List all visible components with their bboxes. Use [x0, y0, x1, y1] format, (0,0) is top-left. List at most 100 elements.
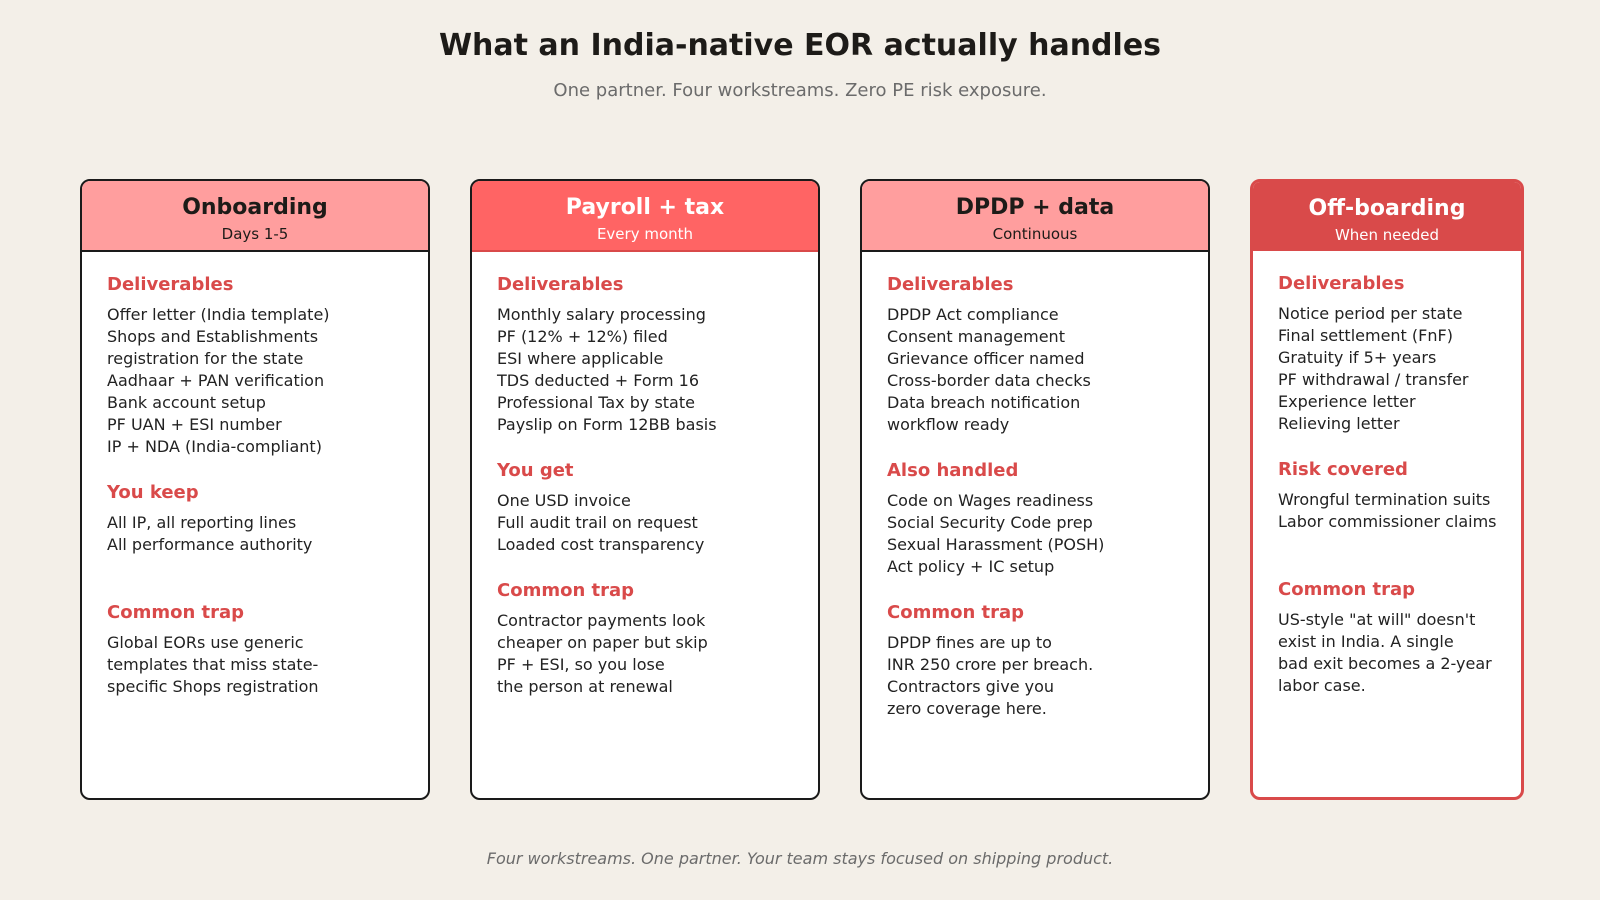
section-heading: Deliverables [1278, 273, 1405, 294]
section-items: Monthly salary processing PF (12% + 12%) … [497, 304, 818, 436]
section-items: Code on Wages readiness Social Security C… [887, 490, 1208, 578]
item-line: Relieving letter [1278, 414, 1400, 433]
item-line: Consent management [887, 327, 1065, 346]
section-items: Offer letter (India template) Shops and E… [107, 304, 428, 458]
item-line: Wrongful termination suits [1278, 490, 1491, 509]
item-line: Shops and Establishments [107, 327, 319, 346]
card-title: Off-boarding [1308, 196, 1466, 221]
item-line: the person at renewal [497, 677, 673, 696]
item-line: Contractors give you [887, 677, 1055, 696]
section-heading: Common trap [497, 580, 635, 601]
card-subtitle: Every month [596, 225, 694, 243]
card-subtitle: Days 1-5 [221, 225, 289, 243]
item-line: All IP, all reporting lines [107, 513, 297, 532]
card-subtitle: Continuous [992, 225, 1078, 243]
item-line: Experience letter [1278, 392, 1416, 411]
item-line: Bank account setup [107, 393, 266, 412]
card: Onboarding Days 1-5 Deliverables Offer lett… [80, 179, 430, 800]
card-body: Deliverables DPDP Act compliance Consent m… [862, 252, 1208, 720]
section-heading: You get [497, 460, 574, 481]
section-heading: Deliverables [497, 274, 624, 295]
section-heading: Common trap [1278, 579, 1416, 600]
card-header: Onboarding Days 1-5 [82, 181, 428, 252]
section-items: One USD invoice Full audit trail on reque… [497, 490, 818, 556]
card-title: Payroll + tax [565, 195, 725, 220]
item-line: bad exit becomes a 2-year [1278, 654, 1492, 673]
item-line: registration for the state [107, 349, 304, 368]
item-line: DPDP fines are up to [887, 633, 1052, 652]
item-line: Act policy + IC setup [887, 557, 1055, 576]
card-header: DPDP + data Continuous [862, 181, 1208, 252]
section-heading: Risk covered [1278, 459, 1408, 480]
item-line: IP + NDA (India-compliant) [107, 437, 322, 456]
item-line: labor case. [1278, 676, 1366, 695]
section-items: Notice period per state Final settlement … [1278, 303, 1521, 435]
item-line: Monthly salary processing [497, 305, 706, 324]
section-items: Wrongful termination suits Labor commissi… [1278, 489, 1521, 555]
item-line: Contractor payments look [497, 611, 706, 630]
card-body: Deliverables Offer letter (India template… [82, 252, 428, 698]
item-line: PF UAN + ESI number [107, 415, 282, 434]
item-line: US-style "at will" doesn't [1278, 610, 1476, 629]
item-line: Code on Wages readiness [887, 491, 1094, 510]
item-line: zero coverage here. [887, 699, 1047, 718]
item-line: Grievance officer named [887, 349, 1085, 368]
section-heading: Deliverables [887, 274, 1014, 295]
card-title: Onboarding [182, 195, 328, 220]
section-heading: Common trap [887, 602, 1025, 623]
section-items: Contractor payments look cheaper on paper… [497, 610, 818, 698]
section-heading: Deliverables [107, 274, 234, 295]
card: Off-boarding When needed Deliverables Notic… [1250, 179, 1524, 800]
section-items: All IP, all reporting lines All performan… [107, 512, 428, 578]
item-line: Full audit trail on request [497, 513, 698, 532]
card-body: Deliverables Notice period per state Final… [1253, 251, 1521, 697]
section-items: DPDP Act compliance Consent management Gri… [887, 304, 1208, 436]
section-items: Global EORs use generic templates that mi… [107, 632, 428, 698]
item-line: exist in India. A single [1278, 632, 1454, 651]
item-line: workflow ready [887, 415, 1010, 434]
card: Payroll + tax Every month Deliverables Mont… [470, 179, 820, 800]
item-line: Sexual Harassment (POSH) [887, 535, 1105, 554]
item-line: One USD invoice [497, 491, 631, 510]
card-header: Off-boarding When needed [1253, 182, 1521, 251]
item-line: PF (12% + 12%) filed [497, 327, 668, 346]
item-line: Final settlement (FnF) [1278, 326, 1453, 345]
section-heading: You keep [107, 482, 199, 503]
item-line: DPDP Act compliance [887, 305, 1059, 324]
item-line: Social Security Code prep [887, 513, 1093, 532]
item-line: Data breach notification [887, 393, 1081, 412]
section-items: DPDP fines are up to INR 250 crore per br… [887, 632, 1208, 720]
item-line: PF withdrawal / transfer [1278, 370, 1469, 389]
card-title: DPDP + data [955, 195, 1115, 220]
item-line: INR 250 crore per breach. [887, 655, 1094, 674]
item-line: Loaded cost transparency [497, 535, 705, 554]
card-subtitle: When needed [1334, 226, 1440, 244]
item-line: Payslip on Form 12BB basis [497, 415, 717, 434]
item-line: Notice period per state [1278, 304, 1463, 323]
item-line: Cross-border data checks [887, 371, 1091, 390]
item-line: Offer letter (India template) [107, 305, 330, 324]
item-line: Professional Tax by state [497, 393, 695, 412]
card: DPDP + data Continuous Deliverables DPDP Ac… [860, 179, 1210, 800]
card-header: Payroll + tax Every month [472, 181, 818, 252]
section-heading: Common trap [107, 602, 245, 623]
title: What an India-native EOR actually handle… [438, 28, 1162, 63]
cards: Onboarding Days 1-5 Deliverables Offer lett… [80, 179, 1524, 800]
subtitle: One partner. Four workstreams. Zero PE r… [553, 80, 1047, 101]
item-line: specific Shops registration [107, 677, 319, 696]
item-line: templates that miss state- [107, 655, 319, 674]
item-line: PF + ESI, so you lose [497, 655, 665, 674]
section-heading: Also handled [887, 460, 1019, 481]
item-line: Gratuity if 5+ years [1278, 348, 1437, 367]
item-line: ESI where applicable [497, 349, 664, 368]
item-line: All performance authority [107, 535, 313, 554]
item-line: Labor commissioner claims [1278, 512, 1497, 531]
item-line: cheaper on paper but skip [497, 633, 708, 652]
card-body: Deliverables Monthly salary processing PF … [472, 252, 818, 698]
item-line: TDS deducted + Form 16 [497, 371, 700, 390]
footer: Four workstreams. One partner. Your team… [486, 849, 1114, 868]
item-line: Global EORs use generic [107, 633, 304, 652]
item-line: Aadhaar + PAN verification [107, 371, 325, 390]
section-items: US-style "at will" doesn't exist in India… [1278, 609, 1521, 697]
